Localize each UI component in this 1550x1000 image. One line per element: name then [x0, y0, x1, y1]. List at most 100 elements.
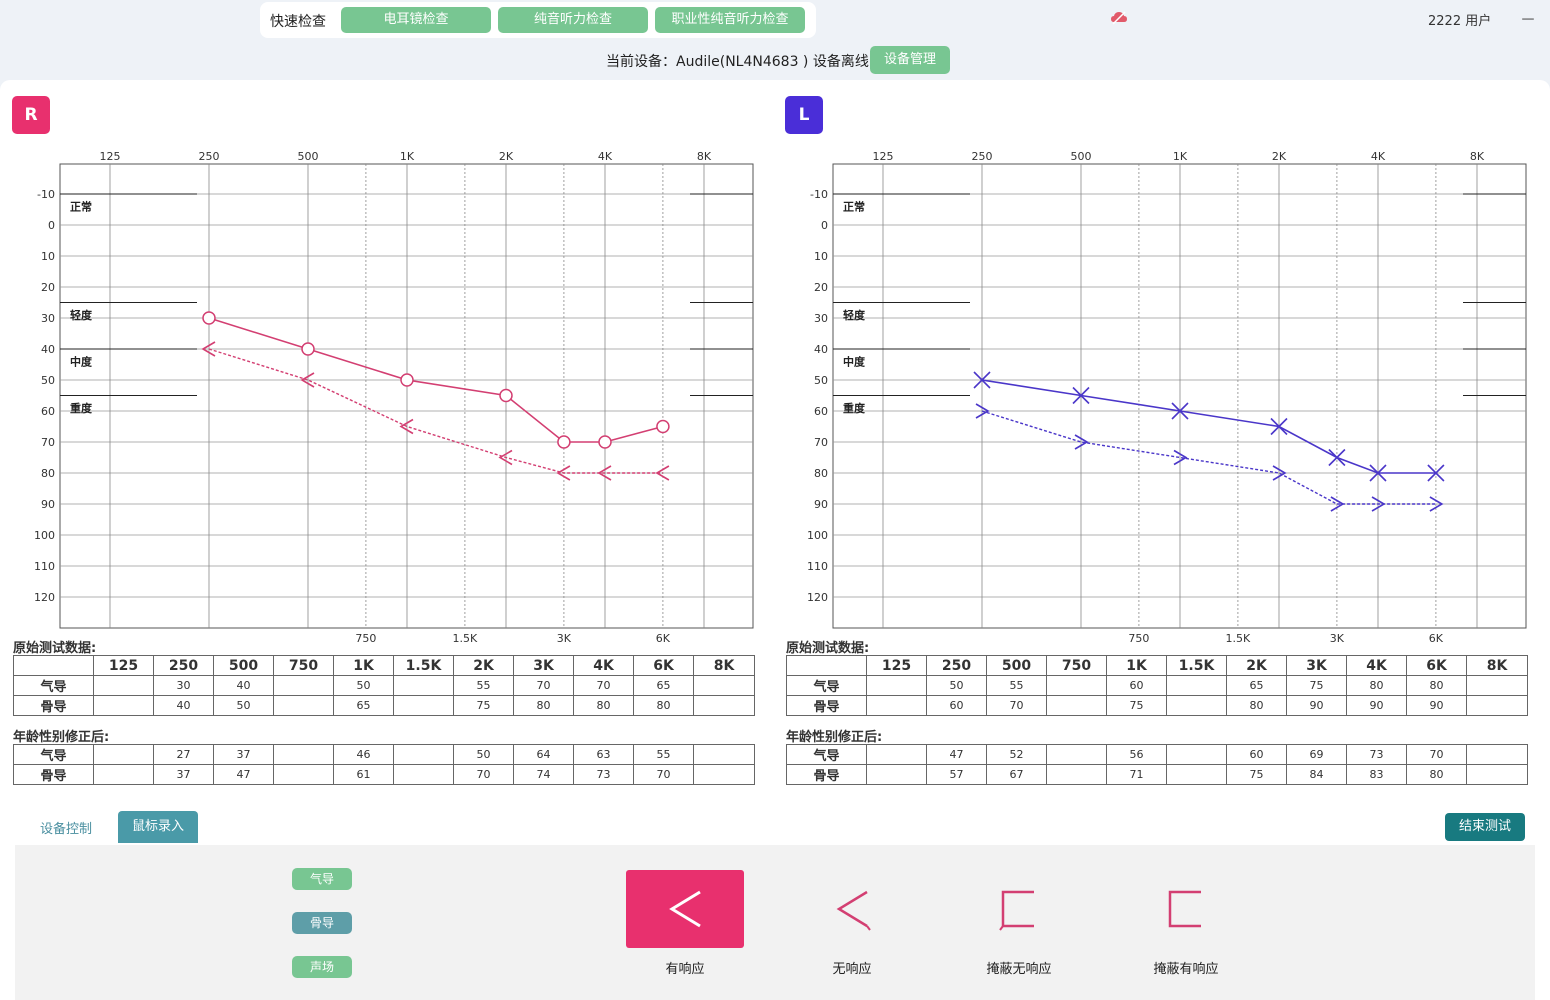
tab-mouse-input[interactable]: 鼠标录入 [118, 811, 198, 843]
corrected-data-title-right: 年龄性别修正后: [13, 730, 110, 745]
value-cell: 75 [1106, 695, 1167, 716]
bone-point-marker [975, 403, 990, 419]
value-cell: 52 [986, 744, 1047, 765]
symbol-response-button[interactable] [626, 870, 744, 948]
value-cell: 60 [926, 695, 987, 716]
pure-tone-exam-button[interactable]: 纯音听力检查 [498, 7, 648, 33]
symbol-masked-response-button[interactable] [1127, 870, 1245, 948]
zone-label: 重度 [843, 401, 866, 415]
bone-point-marker [1429, 496, 1444, 512]
value-cell: 84 [1286, 764, 1347, 785]
occupational-pure-tone-exam-button[interactable]: 职业性纯音听力检查 [655, 7, 805, 33]
value-cell: 40 [213, 675, 274, 696]
bone-conduction-button[interactable]: 骨导 [292, 912, 352, 934]
air-conduction-button[interactable]: 气导 [292, 868, 352, 890]
raw-data-table-right: 125 250 500 750 1K 1.5K 2K 3K 4K 6K 8K 气导 30 40 50 55 70… [13, 655, 755, 716]
device-management-button[interactable]: 设备管理 [870, 46, 950, 74]
left-ear-badge: L [785, 96, 823, 134]
db-tick-label: 20 [41, 281, 55, 294]
value-cell: 37 [153, 764, 214, 785]
zone-label: 轻度 [70, 308, 93, 322]
bone-point-marker [300, 372, 315, 388]
db-tick-label: 30 [814, 312, 828, 325]
freq-top-label: 250 [972, 150, 993, 163]
value-cell: 67 [986, 764, 1047, 785]
value-cell: 47 [213, 764, 274, 785]
otoscope-exam-button[interactable]: 电耳镜检查 [341, 7, 491, 33]
value-cell: 70 [573, 675, 634, 696]
value-cell: 55 [453, 675, 514, 696]
air-point-cross [1072, 386, 1090, 405]
air-point-cross [1270, 417, 1288, 436]
freq-bottom-label: 3K [557, 632, 572, 645]
table-header-cell [13, 655, 94, 676]
zone-label: 轻度 [843, 308, 866, 322]
db-tick-label: 10 [41, 250, 55, 263]
db-tick-label: 10 [814, 250, 828, 263]
table-header-cell: 1.5K [393, 655, 454, 676]
user-label[interactable]: 2222 用户 [1428, 14, 1492, 29]
air-point-circle [400, 373, 414, 387]
value-cell: 65 [633, 675, 694, 696]
freq-top-label: 125 [100, 150, 121, 163]
value-cell: 80 [633, 695, 694, 716]
value-cell [866, 675, 927, 696]
table-header-cell: 750 [1046, 655, 1107, 676]
freq-bottom-label: 750 [355, 632, 376, 645]
symbol-no-response-button[interactable] [793, 870, 911, 948]
value-cell: 57 [926, 764, 987, 785]
value-cell [1466, 675, 1528, 696]
air-point-circle [202, 311, 216, 325]
symbol-masked-no-response-button[interactable] [960, 870, 1078, 948]
bone-point-marker [1074, 434, 1089, 450]
db-tick-label: 50 [41, 374, 55, 387]
value-cell [1046, 695, 1107, 716]
row-label-cell: 气导 [13, 675, 94, 696]
air-point-circle [499, 388, 513, 403]
db-tick-label: 80 [814, 467, 828, 480]
value-cell: 73 [1346, 744, 1407, 765]
db-tick-label: 100 [807, 529, 828, 542]
table-header-cell: 4K [1346, 655, 1407, 676]
value-cell [273, 764, 334, 785]
left-ear-audiogram[interactable]: -10 0 10 20 30 40 50 60 70 80 90 100 110 120 125 250 500… [773, 140, 1543, 650]
raw-data-title-right: 原始测试数据: [13, 641, 97, 656]
sound-field-button[interactable]: 声场 [292, 956, 352, 978]
cross-stroke [1072, 386, 1090, 405]
row-label-cell: 骨导 [786, 764, 867, 785]
value-cell: 70 [633, 764, 694, 785]
minimize-button[interactable]: － [1520, 10, 1537, 29]
value-cell [866, 695, 927, 716]
bone-point-marker [399, 418, 414, 435]
quick-check-label: 快速检查 [270, 14, 326, 30]
end-test-button[interactable]: 结束测试 [1445, 813, 1525, 841]
right-ear-audiogram[interactable]: -10 0 10 20 30 40 50 60 70 80 90 100 110 120 125 250 500… [0, 140, 770, 650]
value-cell: 80 [1226, 695, 1287, 716]
value-cell: 65 [333, 695, 394, 716]
value-cell [1046, 675, 1107, 696]
value-cell [273, 695, 334, 716]
cross-stroke [973, 371, 991, 389]
table-header-cell: 1.5K [1166, 655, 1227, 676]
zone-label: 正常 [70, 199, 92, 213]
freq-bottom-label: 750 [1128, 632, 1149, 645]
value-cell: 47 [926, 744, 987, 765]
db-tick-label: 70 [41, 436, 55, 449]
freq-top-label: 2K [1272, 150, 1287, 163]
bone-point-marker [1330, 496, 1345, 512]
table-header-cell: 500 [213, 655, 274, 676]
table-header-cell: 2K [1226, 655, 1287, 676]
tab-device-control[interactable]: 设备控制 [40, 822, 93, 837]
air-point-cross [973, 371, 991, 389]
value-cell: 74 [513, 764, 574, 785]
value-cell [93, 675, 154, 696]
table-header-cell: 8K [693, 655, 755, 676]
value-cell: 75 [453, 695, 514, 716]
row-label-cell: 气导 [786, 675, 867, 696]
db-tick-label: 100 [34, 529, 55, 542]
table-header-cell: 3K [1286, 655, 1347, 676]
table-header-cell [786, 655, 867, 676]
bone-point-marker [1272, 465, 1287, 481]
air-point-circle [656, 419, 670, 434]
value-cell [393, 695, 454, 716]
